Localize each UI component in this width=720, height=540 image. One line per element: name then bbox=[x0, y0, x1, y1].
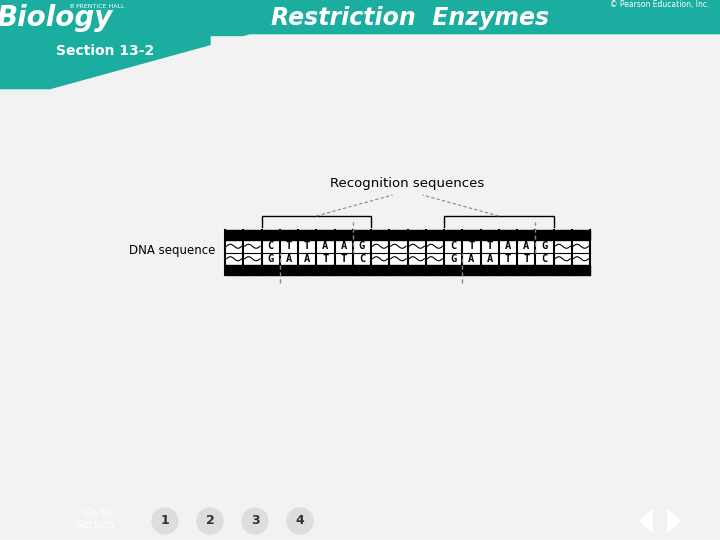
Polygon shape bbox=[640, 510, 652, 532]
Text: G: G bbox=[541, 241, 547, 251]
Text: A: A bbox=[286, 254, 292, 264]
Polygon shape bbox=[225, 265, 590, 275]
Text: T: T bbox=[505, 254, 511, 264]
Text: Biology: Biology bbox=[0, 4, 113, 32]
Text: A: A bbox=[505, 241, 511, 251]
Text: 3: 3 bbox=[251, 515, 259, 528]
Text: Go to
Section:: Go to Section: bbox=[76, 508, 118, 530]
Text: A: A bbox=[304, 254, 310, 264]
Circle shape bbox=[152, 508, 178, 534]
Text: Recognition sequences: Recognition sequences bbox=[330, 177, 485, 190]
Text: Section 13-2: Section 13-2 bbox=[56, 44, 154, 58]
Polygon shape bbox=[0, 0, 720, 35]
Text: A: A bbox=[523, 241, 529, 251]
Text: T: T bbox=[323, 254, 328, 264]
Text: G: G bbox=[268, 254, 274, 264]
Text: © Pearson Education, Inc.: © Pearson Education, Inc. bbox=[611, 1, 710, 10]
Polygon shape bbox=[0, 76, 720, 540]
Circle shape bbox=[197, 508, 223, 534]
Text: 2: 2 bbox=[206, 515, 215, 528]
Text: C: C bbox=[359, 254, 365, 264]
Polygon shape bbox=[0, 0, 210, 90]
Text: 1: 1 bbox=[161, 515, 169, 528]
Text: C: C bbox=[541, 254, 547, 264]
Polygon shape bbox=[0, 40, 720, 540]
Circle shape bbox=[242, 508, 268, 534]
Text: A: A bbox=[341, 241, 347, 251]
Polygon shape bbox=[0, 0, 720, 73]
Polygon shape bbox=[225, 230, 590, 240]
Text: T: T bbox=[341, 254, 347, 264]
Polygon shape bbox=[0, 35, 720, 540]
Text: A: A bbox=[323, 241, 328, 251]
Polygon shape bbox=[668, 510, 680, 532]
Polygon shape bbox=[0, 55, 720, 540]
Text: 4: 4 bbox=[296, 515, 305, 528]
Text: Restriction  Enzymes: Restriction Enzymes bbox=[271, 6, 549, 30]
Text: C: C bbox=[268, 241, 274, 251]
Text: C: C bbox=[450, 241, 456, 251]
Text: DNA sequence: DNA sequence bbox=[129, 244, 215, 257]
Text: T: T bbox=[304, 241, 310, 251]
Text: T: T bbox=[487, 241, 492, 251]
Text: PRENTICE HALL: PRENTICE HALL bbox=[76, 3, 125, 9]
Text: T: T bbox=[468, 241, 474, 251]
Text: G: G bbox=[450, 254, 456, 264]
Polygon shape bbox=[0, 0, 720, 35]
Text: A: A bbox=[487, 254, 492, 264]
Polygon shape bbox=[225, 240, 590, 265]
Text: A: A bbox=[468, 254, 474, 264]
Text: B: B bbox=[69, 3, 73, 9]
Text: T: T bbox=[286, 241, 292, 251]
Text: G: G bbox=[359, 241, 365, 251]
Text: T: T bbox=[523, 254, 529, 264]
Circle shape bbox=[287, 508, 313, 534]
Polygon shape bbox=[0, 0, 210, 90]
Polygon shape bbox=[150, 35, 720, 540]
